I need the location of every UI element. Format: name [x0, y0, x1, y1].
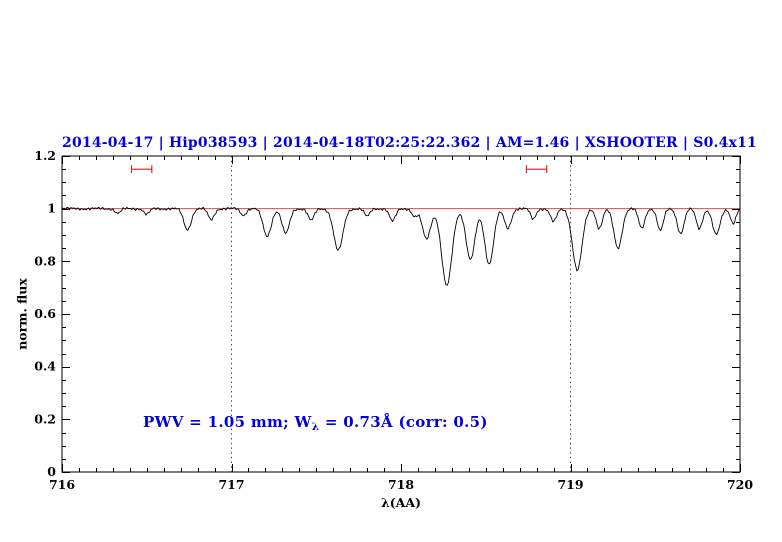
y-tick-label: 1: [47, 201, 56, 216]
y-tick-label: 0: [47, 464, 56, 479]
x-tick-label: 716: [49, 477, 75, 492]
annotation-suffix: = 0.73Å (corr: 0.5): [319, 413, 488, 431]
y-axis-label: norm. flux: [14, 278, 30, 350]
y-tick-label: 1.2: [34, 148, 56, 163]
y-tick-label: 0.6: [34, 306, 56, 321]
spectrum-line: [61, 206, 740, 286]
plot-title: 2014-04-17 | Hip038593 | 2014-04-18T02:2…: [62, 135, 757, 151]
x-tick-label: 717: [218, 477, 244, 492]
y-tick-label: 0.8: [34, 253, 56, 268]
y-tick-label: 0.2: [34, 411, 56, 426]
y-tick-label: 0.4: [34, 359, 56, 374]
x-tick-label: 718: [388, 477, 414, 492]
annotation-prefix: PWV = 1.05 mm; W: [143, 413, 312, 431]
x-tick-label: 720: [727, 477, 753, 492]
x-tick-label: 719: [557, 477, 583, 492]
pwv-annotation: PWV = 1.05 mm; Wλ = 0.73Å (corr: 0.5): [143, 413, 488, 433]
x-axis-label: λ(AA): [381, 495, 421, 510]
annotation-subscript: λ: [311, 421, 320, 434]
